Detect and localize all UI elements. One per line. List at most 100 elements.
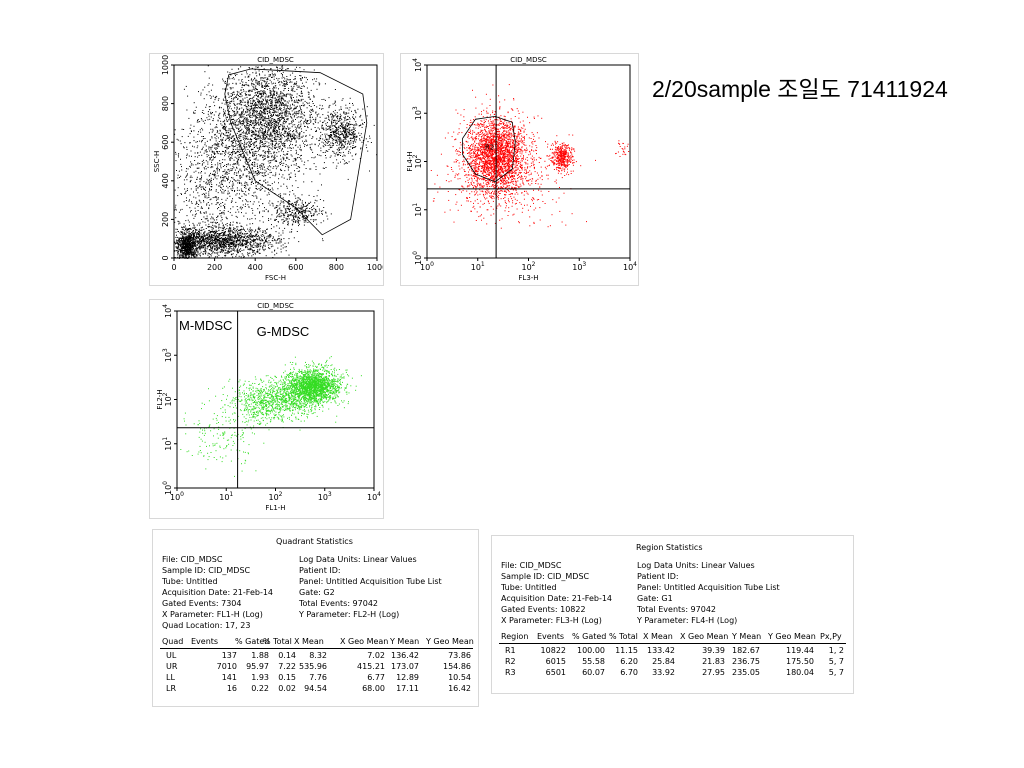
data-point bbox=[309, 117, 311, 119]
data-point bbox=[262, 132, 264, 134]
data-point bbox=[268, 202, 270, 204]
data-point bbox=[230, 170, 232, 172]
data-point bbox=[209, 249, 211, 251]
data-point bbox=[278, 151, 280, 153]
data-point bbox=[263, 108, 265, 110]
data-point bbox=[290, 116, 292, 118]
data-point bbox=[339, 117, 341, 119]
data-point bbox=[284, 83, 286, 85]
data-point bbox=[275, 102, 277, 104]
data-point bbox=[284, 114, 286, 116]
data-point bbox=[275, 104, 277, 106]
data-point bbox=[332, 162, 334, 164]
data-point bbox=[263, 163, 265, 165]
data-point bbox=[233, 236, 235, 238]
data-point bbox=[224, 146, 226, 148]
data-point bbox=[228, 242, 230, 244]
data-point bbox=[265, 121, 267, 123]
data-point bbox=[227, 113, 229, 115]
data-point bbox=[215, 111, 217, 113]
data-point bbox=[225, 129, 226, 131]
data-point bbox=[279, 107, 281, 109]
data-point bbox=[348, 127, 350, 129]
data-point bbox=[340, 125, 342, 127]
data-point bbox=[217, 248, 219, 250]
data-point bbox=[354, 146, 356, 148]
data-point bbox=[298, 219, 299, 221]
data-point bbox=[241, 147, 243, 149]
data-point bbox=[365, 144, 367, 146]
data-point bbox=[196, 147, 198, 149]
data-point bbox=[240, 116, 242, 118]
data-point bbox=[264, 112, 266, 114]
data-point bbox=[294, 99, 296, 101]
data-point bbox=[211, 249, 213, 251]
data-point bbox=[227, 235, 229, 236]
data-point bbox=[298, 112, 300, 114]
data-point bbox=[349, 102, 351, 104]
data-point bbox=[230, 246, 232, 248]
data-point bbox=[210, 236, 212, 238]
data-point bbox=[245, 121, 247, 123]
data-point bbox=[257, 122, 259, 124]
data-point bbox=[231, 115, 233, 117]
data-point bbox=[201, 127, 203, 129]
data-point bbox=[341, 119, 343, 121]
data-point bbox=[345, 138, 347, 140]
data-point bbox=[296, 85, 298, 87]
data-point bbox=[228, 170, 230, 172]
data-point bbox=[343, 146, 345, 148]
data-point bbox=[285, 84, 287, 86]
data-point bbox=[214, 245, 216, 247]
data-point bbox=[347, 132, 349, 134]
data-point bbox=[212, 246, 214, 248]
data-point bbox=[331, 135, 333, 137]
data-point bbox=[247, 94, 249, 96]
data-point bbox=[260, 127, 262, 129]
data-point bbox=[299, 106, 301, 108]
data-point bbox=[249, 141, 251, 143]
data-point bbox=[218, 254, 220, 256]
data-point bbox=[353, 128, 355, 130]
data-point bbox=[247, 184, 249, 186]
data-point bbox=[284, 83, 286, 85]
data-point bbox=[258, 249, 260, 251]
data-point bbox=[297, 125, 299, 127]
data-point bbox=[256, 151, 258, 153]
data-point bbox=[266, 88, 268, 90]
data-point bbox=[247, 237, 249, 238]
data-point bbox=[222, 98, 224, 100]
data-point bbox=[259, 252, 261, 254]
data-point bbox=[209, 118, 211, 120]
data-point bbox=[334, 102, 336, 104]
data-point bbox=[221, 247, 223, 249]
data-point bbox=[263, 241, 265, 243]
data-point bbox=[290, 150, 292, 151]
data-point bbox=[192, 230, 194, 231]
data-point bbox=[228, 123, 230, 125]
data-point bbox=[224, 81, 226, 83]
data-point bbox=[294, 83, 296, 85]
data-point bbox=[344, 137, 346, 139]
data-point bbox=[268, 220, 270, 221]
data-point bbox=[245, 126, 247, 128]
data-point bbox=[292, 104, 294, 106]
data-point bbox=[214, 137, 216, 139]
data-point bbox=[326, 150, 328, 152]
data-point bbox=[252, 126, 254, 128]
data-point bbox=[349, 107, 351, 109]
data-point bbox=[285, 96, 287, 98]
data-point bbox=[274, 160, 276, 162]
data-point bbox=[283, 117, 285, 119]
data-point bbox=[219, 234, 221, 236]
data-point bbox=[247, 84, 249, 86]
data-point bbox=[273, 94, 275, 95]
data-point bbox=[274, 134, 276, 136]
data-point bbox=[310, 111, 312, 113]
data-point bbox=[261, 123, 263, 125]
data-point bbox=[332, 117, 334, 119]
data-point bbox=[204, 238, 206, 240]
data-point bbox=[256, 80, 258, 82]
data-point bbox=[281, 143, 283, 145]
data-point bbox=[277, 209, 279, 211]
